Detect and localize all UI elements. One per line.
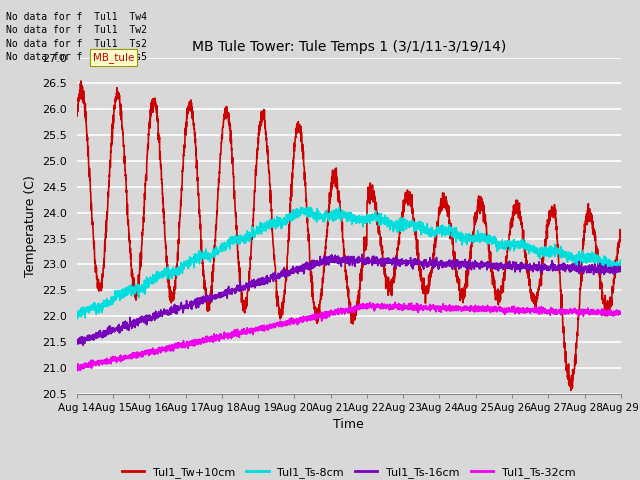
Tul1_Ts-16cm [358, 252, 366, 257]
Tul1_Tw+10cm [617, 227, 625, 233]
Tul1_Ts-8cm [168, 267, 175, 273]
Tul1_Ts-8cm [74, 316, 81, 322]
Tul1_Ts-16cm [617, 267, 625, 273]
Tul1_Ts-32cm [305, 315, 313, 321]
Text: No data for f  Tul1  Ts5: No data for f Tul1 Ts5 [6, 52, 147, 62]
Tul1_Ts-8cm [298, 204, 305, 210]
Tul1_Tw+10cm [168, 288, 175, 294]
Tul1_Ts-8cm [282, 220, 289, 226]
Tul1_Ts-8cm [135, 285, 143, 290]
Tul1_Ts-8cm [617, 257, 625, 263]
Line: Tul1_Ts-8cm: Tul1_Ts-8cm [77, 207, 621, 319]
Text: No data for f  Tul1  Tw2: No data for f Tul1 Tw2 [6, 25, 147, 36]
Tul1_Ts-32cm [73, 365, 81, 371]
Tul1_Ts-8cm [548, 244, 556, 250]
Y-axis label: Temperature (C): Temperature (C) [24, 175, 36, 276]
Tul1_Ts-32cm [74, 368, 81, 373]
Tul1_Ts-8cm [73, 309, 81, 314]
Line: Tul1_Tw+10cm: Tul1_Tw+10cm [77, 81, 621, 390]
Tul1_Tw+10cm [73, 107, 81, 112]
Title: MB Tule Tower: Tule Temps 1 (3/1/11-3/19/14): MB Tule Tower: Tule Temps 1 (3/1/11-3/19… [191, 40, 506, 54]
Tul1_Tw+10cm [135, 277, 143, 283]
Tul1_Ts-32cm [391, 300, 399, 305]
Text: No data for f  Tul1  Tw4: No data for f Tul1 Tw4 [6, 12, 147, 22]
Tul1_Ts-16cm [548, 263, 556, 269]
Legend: Tul1_Tw+10cm, Tul1_Ts-8cm, Tul1_Ts-16cm, Tul1_Ts-32cm: Tul1_Tw+10cm, Tul1_Ts-8cm, Tul1_Ts-16cm,… [118, 462, 580, 480]
Line: Tul1_Ts-16cm: Tul1_Ts-16cm [77, 254, 621, 345]
Tul1_Ts-32cm [548, 308, 556, 314]
Tul1_Ts-16cm [168, 309, 175, 315]
Tul1_Ts-16cm [73, 341, 81, 347]
Text: No data for f  Tul1  Ts2: No data for f Tul1 Ts2 [6, 39, 147, 49]
Tul1_Tw+10cm [548, 204, 556, 209]
Tul1_Ts-16cm [305, 267, 313, 273]
Tul1_Ts-32cm [135, 352, 143, 358]
Tul1_Ts-32cm [168, 345, 175, 351]
Tul1_Tw+10cm [607, 298, 614, 303]
Tul1_Ts-16cm [282, 269, 289, 275]
Tul1_Ts-32cm [617, 310, 625, 315]
Tul1_Ts-32cm [607, 310, 614, 316]
Tul1_Ts-8cm [305, 209, 313, 215]
Tul1_Ts-32cm [282, 321, 289, 327]
Line: Tul1_Ts-32cm: Tul1_Ts-32cm [77, 302, 621, 371]
Tul1_Tw+10cm [567, 387, 575, 393]
Tul1_Tw+10cm [305, 240, 313, 245]
Tul1_Ts-16cm [79, 342, 87, 348]
Text: MB_tule: MB_tule [93, 52, 134, 63]
Tul1_Ts-16cm [607, 267, 614, 273]
Tul1_Tw+10cm [282, 279, 289, 285]
Tul1_Tw+10cm [77, 78, 85, 84]
Tul1_Ts-8cm [607, 267, 614, 273]
X-axis label: Time: Time [333, 418, 364, 431]
Tul1_Ts-16cm [135, 316, 143, 322]
